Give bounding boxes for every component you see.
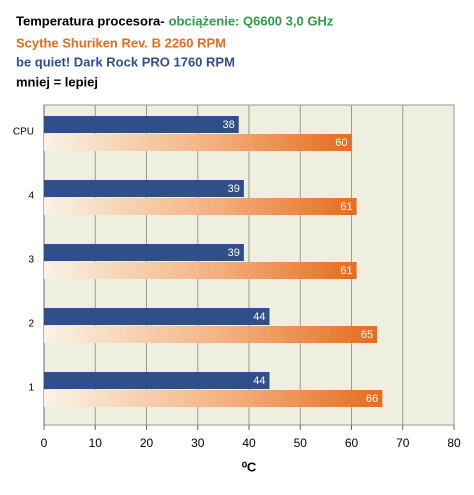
bar xyxy=(44,390,383,407)
data-label: 44 xyxy=(253,375,265,387)
legend-entry: be quiet! Dark Rock PRO 1760 RPM xyxy=(16,54,235,69)
data-label: 38 xyxy=(223,119,235,131)
x-tick-label: 10 xyxy=(89,436,103,450)
x-tick-label: 40 xyxy=(242,436,256,450)
data-label: 65 xyxy=(361,329,373,341)
chart-title: Temperatura procesora- xyxy=(16,13,165,28)
y-tick-label: 2 xyxy=(28,319,34,330)
note: mniej = lepiej xyxy=(16,74,98,89)
bar xyxy=(44,244,244,261)
data-label: 66 xyxy=(366,393,378,405)
bar xyxy=(44,134,352,151)
data-label: 61 xyxy=(340,201,352,213)
data-label: 44 xyxy=(253,311,265,323)
bar xyxy=(44,372,270,389)
x-tick-label: 60 xyxy=(345,436,359,450)
y-tick-label: 4 xyxy=(28,191,34,202)
y-tick-label: 3 xyxy=(28,255,34,266)
x-tick-label: 0 xyxy=(41,436,48,450)
data-label: 61 xyxy=(340,265,352,277)
data-label: 60 xyxy=(335,137,347,149)
x-tick-label: 20 xyxy=(140,436,154,450)
data-label: 39 xyxy=(228,183,240,195)
bar xyxy=(44,116,239,133)
x-axis-title: ⁰C xyxy=(242,459,257,474)
bar xyxy=(44,198,357,215)
x-tick-label: 80 xyxy=(447,436,461,450)
chart-subtitle: obciążenie: Q6600 3,0 GHz xyxy=(169,13,334,28)
bar xyxy=(44,308,270,325)
bar xyxy=(44,262,357,279)
bar xyxy=(44,180,244,197)
legend-entry: Scythe Shuriken Rev. B 2260 RPM xyxy=(16,35,226,50)
y-tick-label: CPU xyxy=(13,127,34,138)
x-tick-label: 50 xyxy=(294,436,308,450)
bar xyxy=(44,326,378,343)
y-tick-label: 1 xyxy=(28,383,34,394)
x-tick-label: 70 xyxy=(396,436,410,450)
data-label: 39 xyxy=(228,247,240,259)
x-tick-label: 30 xyxy=(191,436,205,450)
